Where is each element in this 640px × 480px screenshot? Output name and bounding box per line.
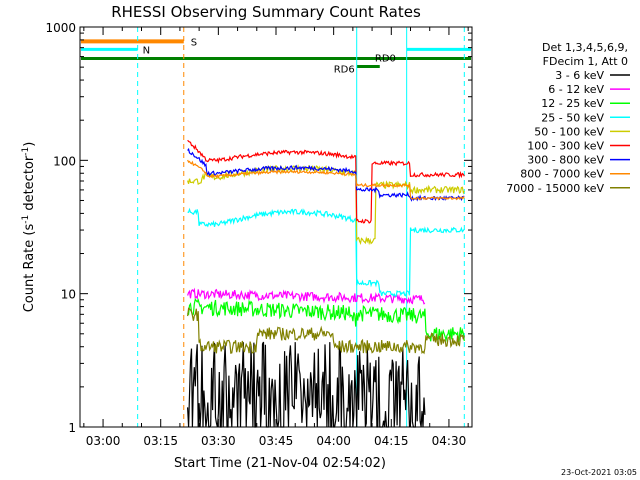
legend-title-line-2: FDecim 1, Att 0 — [543, 55, 628, 68]
legend-entry-label: 12 - 25 keV — [541, 97, 604, 110]
series-line — [187, 287, 426, 305]
y-tick-label: 100 — [53, 154, 76, 168]
y-tick-label: 1 — [68, 421, 76, 435]
series-line — [187, 159, 465, 201]
chart-title: RHESSI Observing Summary Count Rates — [111, 3, 421, 21]
y-tick-label: 10 — [61, 288, 76, 302]
legend-title-line-1: Det 1,3,4,5,6,9, — [542, 41, 628, 54]
series-line — [187, 139, 465, 224]
series-layer — [187, 139, 465, 428]
x-tick-label: 03:45 — [259, 434, 294, 448]
flags-layer: S N RD0 RD6 — [81, 37, 471, 76]
legend-entry-label: 800 - 7000 keV — [520, 168, 604, 181]
y-axis: 1 10 100 1000 — [45, 21, 472, 435]
x-tick-label: 04:30 — [432, 434, 467, 448]
legend-entry-label: 50 - 100 keV — [534, 125, 604, 138]
flag-label-s: S — [191, 37, 197, 48]
footer-timestamp: 23-Oct-2021 03:05 — [561, 468, 637, 477]
legend-entry-label: 25 - 50 keV — [541, 111, 604, 124]
x-tick-label: 03:15 — [143, 434, 178, 448]
legend-entry-label: 3 - 6 keV — [555, 69, 604, 82]
x-axis: 03:00 03:15 03:30 03:45 04:00 04:15 04:30 — [83, 27, 469, 448]
x-tick-label: 04:15 — [374, 434, 409, 448]
flag-label-rd0: RD0 — [375, 54, 396, 65]
flag-label-rd6: RD6 — [334, 65, 355, 76]
series-line — [187, 298, 465, 343]
series-line — [187, 164, 465, 246]
x-tick-label: 04:00 — [316, 434, 351, 448]
x-tick-label: 03:30 — [201, 434, 236, 448]
legend-entry-label: 300 - 800 keV — [527, 154, 604, 167]
series-line — [187, 307, 465, 355]
series-line — [187, 207, 465, 298]
legend-entry-label: 100 - 300 keV — [527, 140, 604, 153]
flag-label-n: N — [143, 45, 150, 56]
series-line — [187, 147, 465, 202]
y-tick-label: 1000 — [45, 21, 76, 35]
x-tick-label: 03:00 — [86, 434, 121, 448]
y-axis-label: Count Rate (s-1 detector-1) — [21, 142, 37, 313]
legend: Det 1,3,4,5,6,9, FDecim 1, Att 0 3 - 6 k… — [506, 41, 630, 195]
legend-entry-label: 7000 - 15000 keV — [506, 182, 604, 195]
x-axis-label: Start Time (21-Nov-04 02:54:02) — [174, 456, 386, 471]
legend-entry-label: 6 - 12 keV — [548, 83, 604, 96]
